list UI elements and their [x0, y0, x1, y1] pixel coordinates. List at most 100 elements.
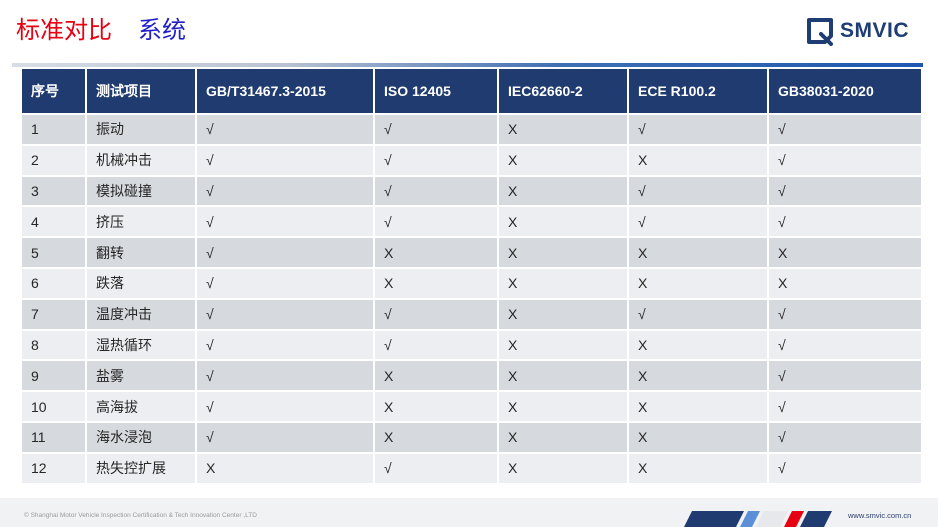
- cross-mark: X: [768, 266, 921, 299]
- table-row: 3 模拟碰撞 √ √ X √ √: [22, 174, 921, 207]
- check-mark: √: [628, 297, 769, 330]
- test-item: 机械冲击: [86, 143, 197, 176]
- cross-mark: X: [628, 236, 769, 268]
- check-mark: √: [374, 451, 499, 483]
- row-number: 5: [22, 236, 87, 268]
- cross-mark: X: [498, 236, 629, 268]
- cross-mark: X: [498, 174, 629, 207]
- column-header: ECE R100.2: [628, 69, 769, 114]
- check-mark: √: [768, 297, 921, 330]
- cross-mark: X: [196, 451, 375, 483]
- website-link[interactable]: www.smvic.com.cn: [848, 511, 912, 520]
- check-mark: √: [768, 390, 921, 422]
- row-number: 4: [22, 205, 87, 238]
- check-mark: √: [196, 266, 375, 299]
- cross-mark: X: [628, 359, 769, 392]
- table-row: 4 挤压 √ √ X √ √: [22, 205, 921, 238]
- test-item: 跌落: [86, 266, 197, 299]
- cross-mark: X: [628, 328, 769, 361]
- row-number: 2: [22, 143, 87, 176]
- test-item: 振动: [86, 113, 197, 145]
- check-mark: √: [196, 420, 375, 453]
- check-mark: √: [374, 174, 499, 207]
- check-mark: √: [196, 297, 375, 330]
- check-mark: √: [196, 143, 375, 176]
- row-number: 1: [22, 113, 87, 145]
- check-mark: √: [196, 205, 375, 238]
- check-mark: √: [768, 359, 921, 392]
- check-mark: √: [768, 451, 921, 483]
- table-row: 5 翻转 √ X X X X: [22, 236, 921, 268]
- row-number: 6: [22, 266, 87, 299]
- check-mark: √: [628, 113, 769, 145]
- column-header: IEC62660-2: [498, 69, 629, 114]
- page-title: 标准对比 系统: [16, 14, 186, 46]
- test-item: 模拟碰撞: [86, 174, 197, 207]
- test-item: 挤压: [86, 205, 197, 238]
- cross-mark: X: [498, 451, 629, 483]
- table-row: 9 盐雾 √ X X X √: [22, 359, 921, 392]
- test-item: 高海拔: [86, 390, 197, 422]
- test-item: 盐雾: [86, 359, 197, 392]
- cross-mark: X: [628, 266, 769, 299]
- cross-mark: X: [498, 420, 629, 453]
- test-item: 温度冲击: [86, 297, 197, 330]
- row-number: 8: [22, 328, 87, 361]
- cross-mark: X: [374, 266, 499, 299]
- check-mark: √: [768, 113, 921, 145]
- table-row: 12 热失控扩展 X √ X X √: [22, 451, 921, 483]
- cross-mark: X: [374, 390, 499, 422]
- cross-mark: X: [374, 236, 499, 268]
- table-row: 7 温度冲击 √ √ X √ √: [22, 297, 921, 330]
- cross-mark: X: [498, 143, 629, 176]
- check-mark: √: [768, 143, 921, 176]
- table-row: 2 机械冲击 √ √ X X √: [22, 143, 921, 176]
- check-mark: √: [196, 328, 375, 361]
- check-mark: √: [196, 236, 375, 268]
- cross-mark: X: [628, 143, 769, 176]
- check-mark: √: [374, 297, 499, 330]
- column-header: 序号: [22, 69, 87, 114]
- check-mark: √: [374, 205, 499, 238]
- check-mark: √: [196, 174, 375, 207]
- cross-mark: X: [498, 266, 629, 299]
- check-mark: √: [196, 359, 375, 392]
- table-row: 1 振动 √ √ X √ √: [22, 113, 921, 145]
- title-standard-comparison: 标准对比: [16, 16, 112, 44]
- check-mark: √: [768, 420, 921, 453]
- test-item: 热失控扩展: [86, 451, 197, 483]
- cross-mark: X: [498, 297, 629, 330]
- table-row: 8 湿热循环 √ √ X X √: [22, 328, 921, 361]
- column-header: GB/T31467.3-2015: [196, 69, 375, 114]
- smvic-logo: SMVIC: [806, 16, 909, 46]
- column-header: ISO 12405: [374, 69, 499, 114]
- comparison-table: 序号 测试项目 GB/T31467.3-2015 ISO 12405 IEC62660-…: [22, 69, 921, 483]
- cross-mark: X: [498, 113, 629, 145]
- cross-mark: X: [498, 205, 629, 238]
- check-mark: √: [768, 205, 921, 238]
- check-mark: √: [628, 174, 769, 207]
- column-header: 测试项目: [86, 69, 197, 114]
- row-number: 11: [22, 420, 87, 453]
- check-mark: √: [768, 328, 921, 361]
- title-system: 系统: [138, 16, 186, 44]
- cross-mark: X: [628, 420, 769, 453]
- logo-text: SMVIC: [840, 19, 910, 42]
- check-mark: √: [628, 205, 769, 238]
- table-row: 6 跌落 √ X X X X: [22, 266, 921, 299]
- row-number: 3: [22, 174, 87, 207]
- check-mark: √: [374, 113, 499, 145]
- table-row: 11 海水浸泡 √ X X X √: [22, 420, 921, 453]
- column-header: GB38031-2020: [768, 69, 921, 114]
- cross-mark: X: [374, 420, 499, 453]
- check-mark: √: [374, 143, 499, 176]
- table-header-row: 序号 测试项目 GB/T31467.3-2015 ISO 12405 IEC62660-…: [22, 69, 921, 114]
- cross-mark: X: [628, 451, 769, 483]
- test-item: 海水浸泡: [86, 420, 197, 453]
- cross-mark: X: [498, 328, 629, 361]
- check-mark: √: [374, 328, 499, 361]
- row-number: 12: [22, 451, 87, 483]
- cross-mark: X: [498, 359, 629, 392]
- row-number: 9: [22, 359, 87, 392]
- table-body: 1 振动 √ √ X √ √ 2 机械冲击 √ √ X X √ 3 模拟碰撞 √ √ X √ √ 4 挤压 √ √ X √ √ 5 翻转 √…: [22, 113, 921, 483]
